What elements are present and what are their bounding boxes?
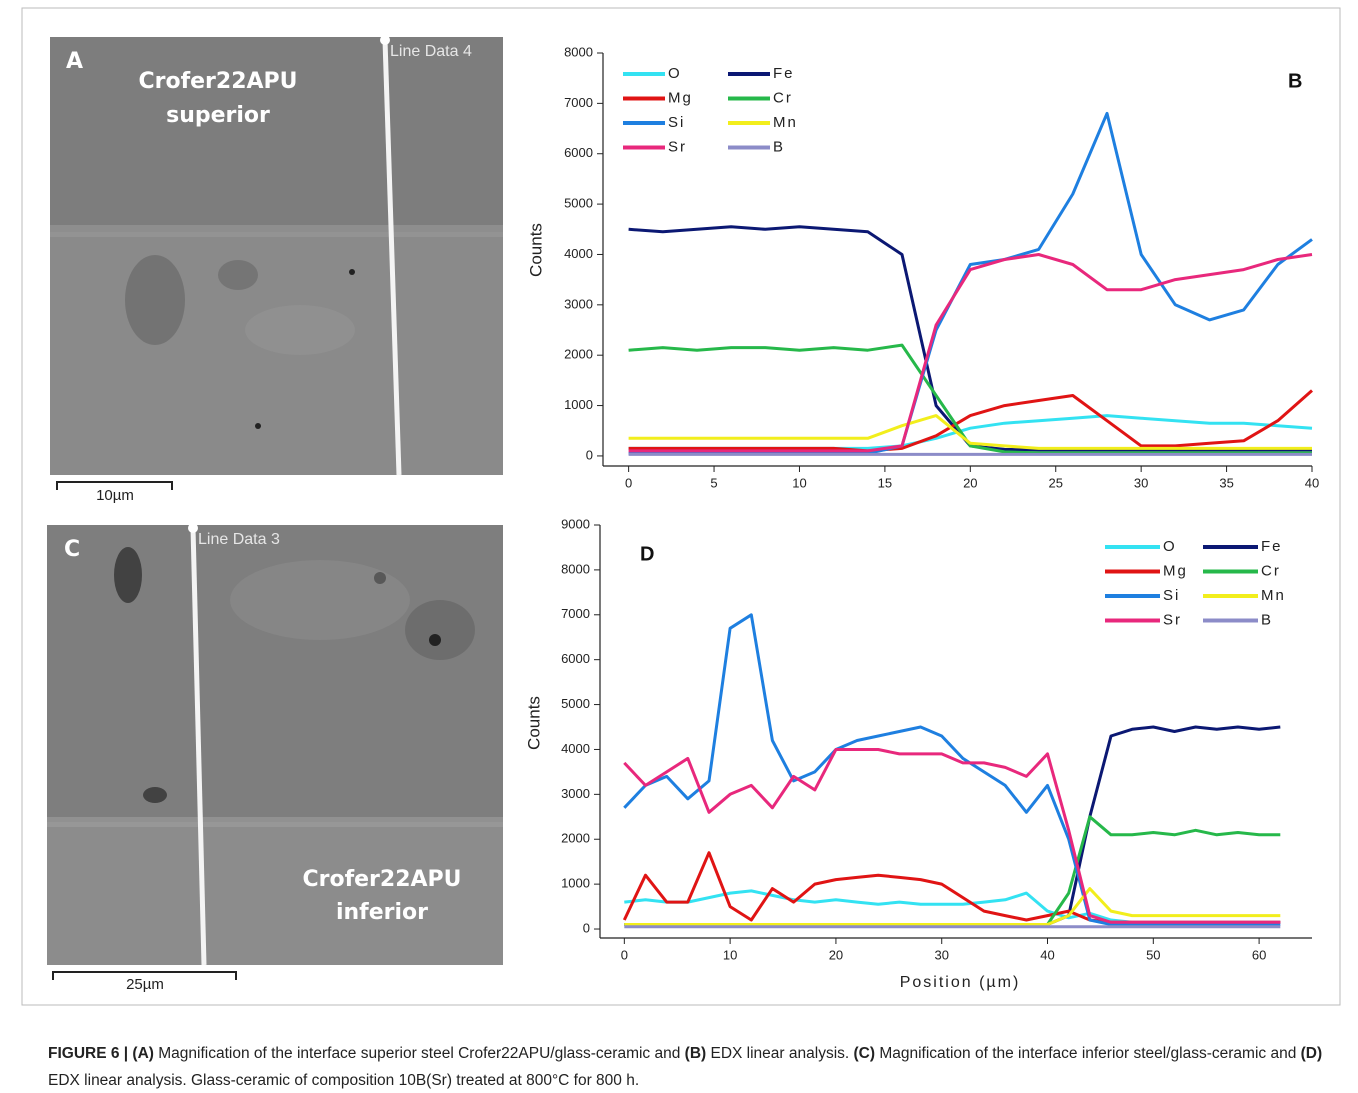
x-tick-label: 0 (625, 475, 632, 490)
x-tick-label: 50 (1146, 947, 1160, 962)
legend-label: Mg (1163, 562, 1188, 579)
figure-frame (21, 7, 1341, 1006)
y-tick-label: 2000 (561, 831, 590, 846)
x-tick-label: 10 (792, 475, 806, 490)
x-tick-label: 30 (1134, 475, 1148, 490)
panel-letter: B (1288, 70, 1302, 92)
y-tick-label: 0 (586, 447, 593, 462)
legend-label: Cr (1261, 562, 1281, 579)
y-tick-label: 5000 (561, 696, 590, 711)
y-tick-label: 7000 (561, 606, 590, 621)
x-tick-label: 0 (621, 947, 628, 962)
y-tick-label: 4000 (564, 246, 593, 261)
y-tick-label: 9000 (561, 516, 590, 531)
x-tick-label: 20 (963, 475, 977, 490)
series-line (623, 748, 1281, 924)
legend-label: Mn (1261, 587, 1286, 604)
caption-bold: (B) (684, 1045, 707, 1062)
panel-letter: D (640, 543, 654, 565)
series-line (624, 889, 1281, 924)
y-tick-label: 2000 (564, 347, 593, 362)
y-axis-label: Counts (526, 223, 545, 277)
series-line (628, 253, 1313, 453)
legend-label: O (1163, 538, 1177, 555)
y-tick-label: 7000 (564, 95, 593, 110)
legend-label: B (1261, 611, 1273, 628)
series-line (624, 815, 1281, 926)
y-tick-label: 6000 (561, 651, 590, 666)
y-tick-label: 8000 (564, 44, 593, 59)
y-tick-label: 6000 (564, 145, 593, 160)
x-tick-label: 35 (1219, 475, 1233, 490)
x-tick-label: 10 (723, 947, 737, 962)
legend-label: Fe (1261, 538, 1283, 555)
y-tick-label: 1000 (561, 876, 590, 891)
panel-letter: A (66, 49, 83, 74)
panel-letter: C (64, 537, 80, 562)
series-line (628, 343, 1312, 455)
legend-label: Sr (668, 138, 687, 155)
legend-label: Mn (773, 114, 798, 131)
caption-text: Magnification of the interface inferior … (875, 1045, 1301, 1062)
legend-label: Cr (773, 89, 793, 106)
caption-text: EDX linear analysis. Glass-ceramic of co… (48, 1072, 640, 1089)
legend-label: Si (668, 114, 685, 131)
caption-bold: (D) (1300, 1045, 1323, 1062)
micrograph-c: C Crofer22APU inferior Line Data 3 25µm (47, 523, 503, 993)
x-tick-label: 40 (1040, 947, 1054, 962)
y-tick-label: 8000 (561, 561, 590, 576)
caption-bold: FIGURE 6 | (A) (48, 1045, 154, 1062)
x-tick-label: 20 (829, 947, 843, 962)
scale-bar-label: 25µm (126, 976, 164, 993)
caption: FIGURE 6 | (A) Magnification of the inte… (48, 1040, 1338, 1093)
y-tick-label: 3000 (564, 296, 593, 311)
legend-label: B (773, 138, 785, 155)
micro-label: inferior (336, 900, 428, 925)
y-tick-label: 1000 (564, 397, 593, 412)
series-line (628, 414, 1312, 450)
caption-text: EDX linear analysis. (706, 1045, 854, 1062)
x-tick-label: 60 (1252, 947, 1266, 962)
micro-label: superior (166, 103, 270, 128)
series-line (623, 613, 1281, 926)
series-line (622, 851, 1281, 924)
y-tick-label: 0 (583, 920, 590, 935)
legend-label: Si (1163, 587, 1180, 604)
x-tick-label: 40 (1305, 475, 1319, 490)
line-data-label: Line Data 3 (198, 531, 280, 548)
x-tick-label: 25 (1049, 475, 1063, 490)
x-tick-label: 5 (710, 475, 717, 490)
x-axis-label: Position (µm) (900, 974, 1021, 991)
legend-label: O (668, 65, 682, 82)
caption-bold: (C) (853, 1045, 876, 1062)
x-tick-label: 30 (934, 947, 948, 962)
micro-label: Crofer22APU (302, 867, 461, 892)
x-tick-label: 15 (878, 475, 892, 490)
legend-label: Fe (773, 65, 795, 82)
y-axis-label: Counts (524, 696, 543, 750)
y-tick-label: 5000 (564, 196, 593, 211)
legend-label: Mg (668, 89, 693, 106)
legend-label: Sr (1163, 611, 1182, 628)
series-line (628, 389, 1313, 453)
caption-text: Magnification of the interface superior … (153, 1045, 685, 1062)
y-tick-label: 4000 (561, 741, 590, 756)
scale-bar-label: 10µm (96, 487, 134, 504)
micro-label: Crofer22APU (138, 69, 297, 94)
line-data-label: Line Data 4 (390, 43, 472, 60)
series-line (628, 111, 1313, 455)
micrograph-a: A Crofer22APU superior Line Data 4 10µm (50, 35, 503, 504)
series-line (624, 887, 1281, 926)
y-tick-label: 3000 (561, 786, 590, 801)
